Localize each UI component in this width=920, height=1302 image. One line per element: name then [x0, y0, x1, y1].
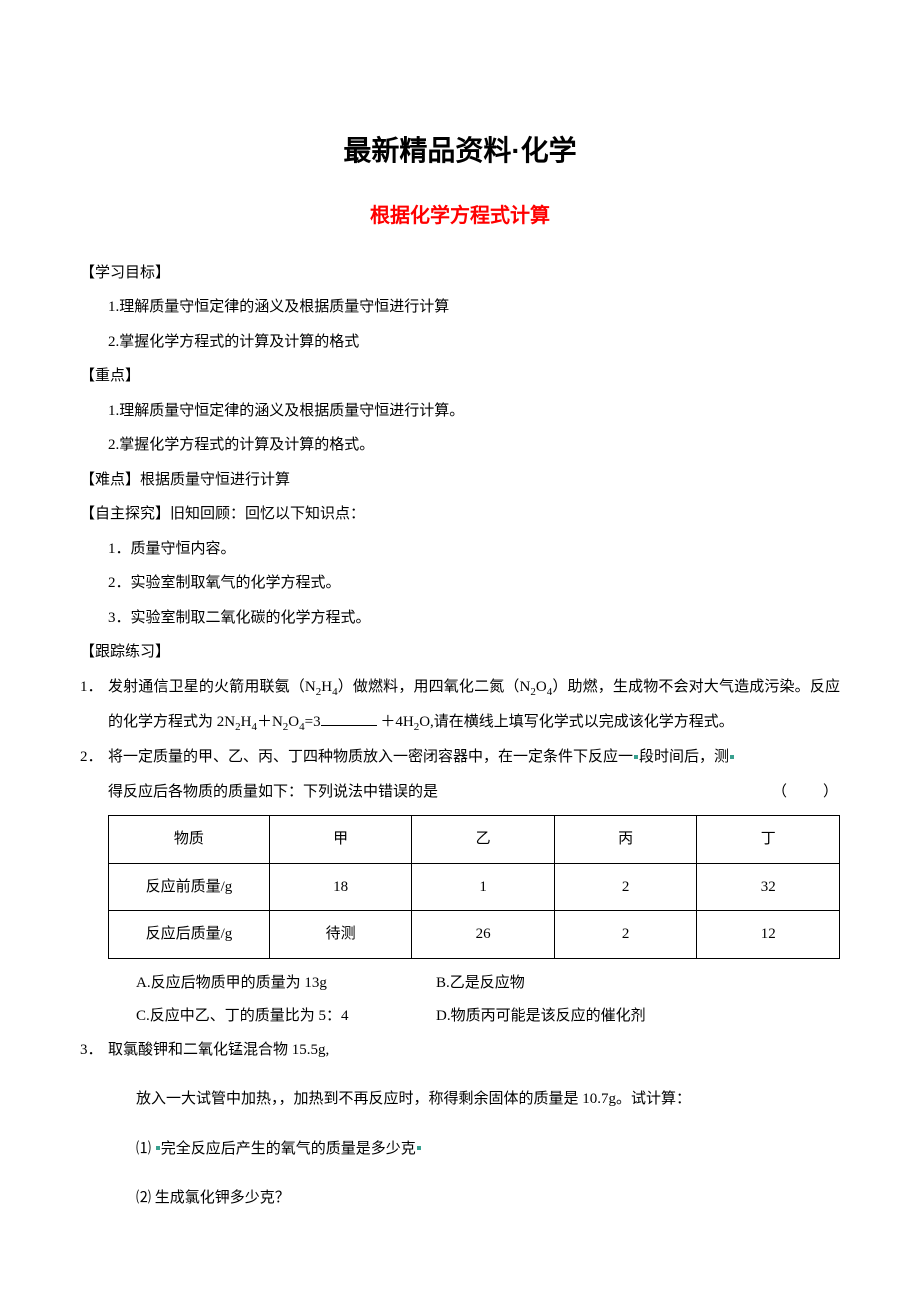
q1-text: H	[241, 714, 252, 730]
table-cell: 12	[697, 911, 840, 959]
question-2: 2． 将一定质量的甲、乙、丙、丁四种物质放入一密闭容器中，在一定条件下反应一段时…	[80, 740, 840, 967]
q3-number: 3．	[80, 1033, 108, 1068]
q3-sub1-num: ⑴	[136, 1141, 155, 1157]
table-cell: 待测	[269, 911, 412, 959]
q1-number: 1．	[80, 670, 108, 741]
focus-item-1: 1.理解质量守恒定律的涵义及根据质量守恒进行计算。	[80, 394, 840, 429]
marker-dot-icon	[156, 1146, 160, 1150]
q1-text: 发射通信卫星的火箭用联氨（N	[108, 679, 316, 695]
table-cell: 反应后质量/g	[109, 911, 270, 959]
q3-sub1: ⑴ 完全反应后产生的氧气的质量是多少克	[80, 1132, 840, 1167]
q1-text: H	[321, 679, 332, 695]
table-header: 丁	[697, 816, 840, 864]
q2-stem: 得反应后各物质的质量如下：下列说法中错误的是	[108, 775, 438, 810]
q1-text: ＋N	[257, 714, 283, 730]
q1-text: O,请在横线上填写化学式以完成该化学方程式。	[419, 714, 734, 730]
table-cell: 1	[412, 863, 555, 911]
sub-title: 根据化学方程式计算	[80, 199, 840, 228]
q2-choice-c: C.反应中乙、丁的质量比为 5：4	[136, 1000, 436, 1033]
focus-item-2: 2.掌握化学方程式的计算及计算的格式。	[80, 428, 840, 463]
q1-body: 发射通信卫星的火箭用联氨（N2H4）做燃料，用四氧化二氮（N2O4）助燃，生成物…	[108, 670, 840, 741]
q1-text: ）做燃料，用四氧化二氮（N	[338, 679, 531, 695]
table-cell: 反应前质量/g	[109, 863, 270, 911]
section-goal-header: 【学习目标】	[80, 256, 840, 291]
q1-text: ＋4H	[377, 714, 414, 730]
marker-dot-icon	[417, 1146, 421, 1150]
table-row: 反应后质量/g 待测 26 2 12	[109, 911, 840, 959]
q2-choice-a: A.反应后物质甲的质量为 13g	[136, 967, 436, 1000]
section-difficulty: 【难点】根据质量守恒进行计算	[80, 463, 840, 498]
question-1: 1． 发射通信卫星的火箭用联氨（N2H4）做燃料，用四氧化二氮（N2O4）助燃，…	[80, 670, 840, 741]
q1-text: =3	[305, 714, 321, 730]
q2-stem: 将一定质量的甲、乙、丙、丁四种物质放入一密闭容器中，在一定条件下反应一	[108, 749, 633, 765]
q3-stem: 取氯酸钾和二氧化锰混合物 15.5g,	[108, 1033, 840, 1068]
q3-sub1-text: 完全反应后产生的氧气的质量是多少克	[161, 1141, 416, 1157]
table-header: 乙	[412, 816, 555, 864]
q2-stem: 段时间后，测	[639, 749, 729, 765]
q3-sub2: ⑵ 生成氯化钾多少克？	[80, 1181, 840, 1216]
q2-choices-row: C.反应中乙、丁的质量比为 5：4 D.物质丙可能是该反应的催化剂	[80, 1000, 840, 1033]
question-3: 3． 取氯酸钾和二氧化锰混合物 15.5g,	[80, 1033, 840, 1068]
marker-dot-icon	[634, 755, 638, 759]
goal-item-2: 2.掌握化学方程式的计算及计算的格式	[80, 325, 840, 360]
table-row: 反应前质量/g 18 1 2 32	[109, 863, 840, 911]
section-practice-header: 【跟踪练习】	[80, 635, 840, 670]
table-cell: 32	[697, 863, 840, 911]
answer-paren[interactable]: （ ）	[772, 775, 840, 810]
q3-line2: 放入一大试管中加热，，加热到不再反应时，称得剩余固体的质量是 10.7g。试计算…	[80, 1082, 840, 1117]
q1-text: O	[536, 679, 547, 695]
q2-table: 物质 甲 乙 丙 丁 反应前质量/g 18 1 2 32 反应后质量/g 待测 …	[108, 815, 840, 959]
goal-item-1: 1.理解质量守恒定律的涵义及根据质量守恒进行计算	[80, 290, 840, 325]
table-header: 丙	[554, 816, 697, 864]
table-header: 物质	[109, 816, 270, 864]
main-title: 最新精品资料·化学	[80, 129, 840, 169]
q1-text: O	[288, 714, 299, 730]
q2-number: 2．	[80, 740, 108, 967]
review-item-1: 1．质量守恒内容。	[80, 532, 840, 567]
section-focus-header: 【重点】	[80, 359, 840, 394]
review-item-3: 3．实验室制取二氧化碳的化学方程式。	[80, 601, 840, 636]
table-cell: 2	[554, 911, 697, 959]
q2-body: 将一定质量的甲、乙、丙、丁四种物质放入一密闭容器中，在一定条件下反应一段时间后，…	[108, 740, 840, 967]
review-item-2: 2．实验室制取氧气的化学方程式。	[80, 566, 840, 601]
table-cell: 18	[269, 863, 412, 911]
table-cell: 2	[554, 863, 697, 911]
table-header: 甲	[269, 816, 412, 864]
fill-blank[interactable]	[321, 725, 377, 726]
q2-choice-b: B.乙是反应物	[436, 967, 525, 1000]
marker-dot-icon	[730, 755, 734, 759]
section-self-study: 【自主探究】旧知回顾：回忆以下知识点：	[80, 497, 840, 532]
q2-choice-d: D.物质丙可能是该反应的催化剂	[436, 1000, 646, 1033]
q2-choices-row: A.反应后物质甲的质量为 13g B.乙是反应物	[80, 967, 840, 1000]
table-row: 物质 甲 乙 丙 丁	[109, 816, 840, 864]
table-cell: 26	[412, 911, 555, 959]
